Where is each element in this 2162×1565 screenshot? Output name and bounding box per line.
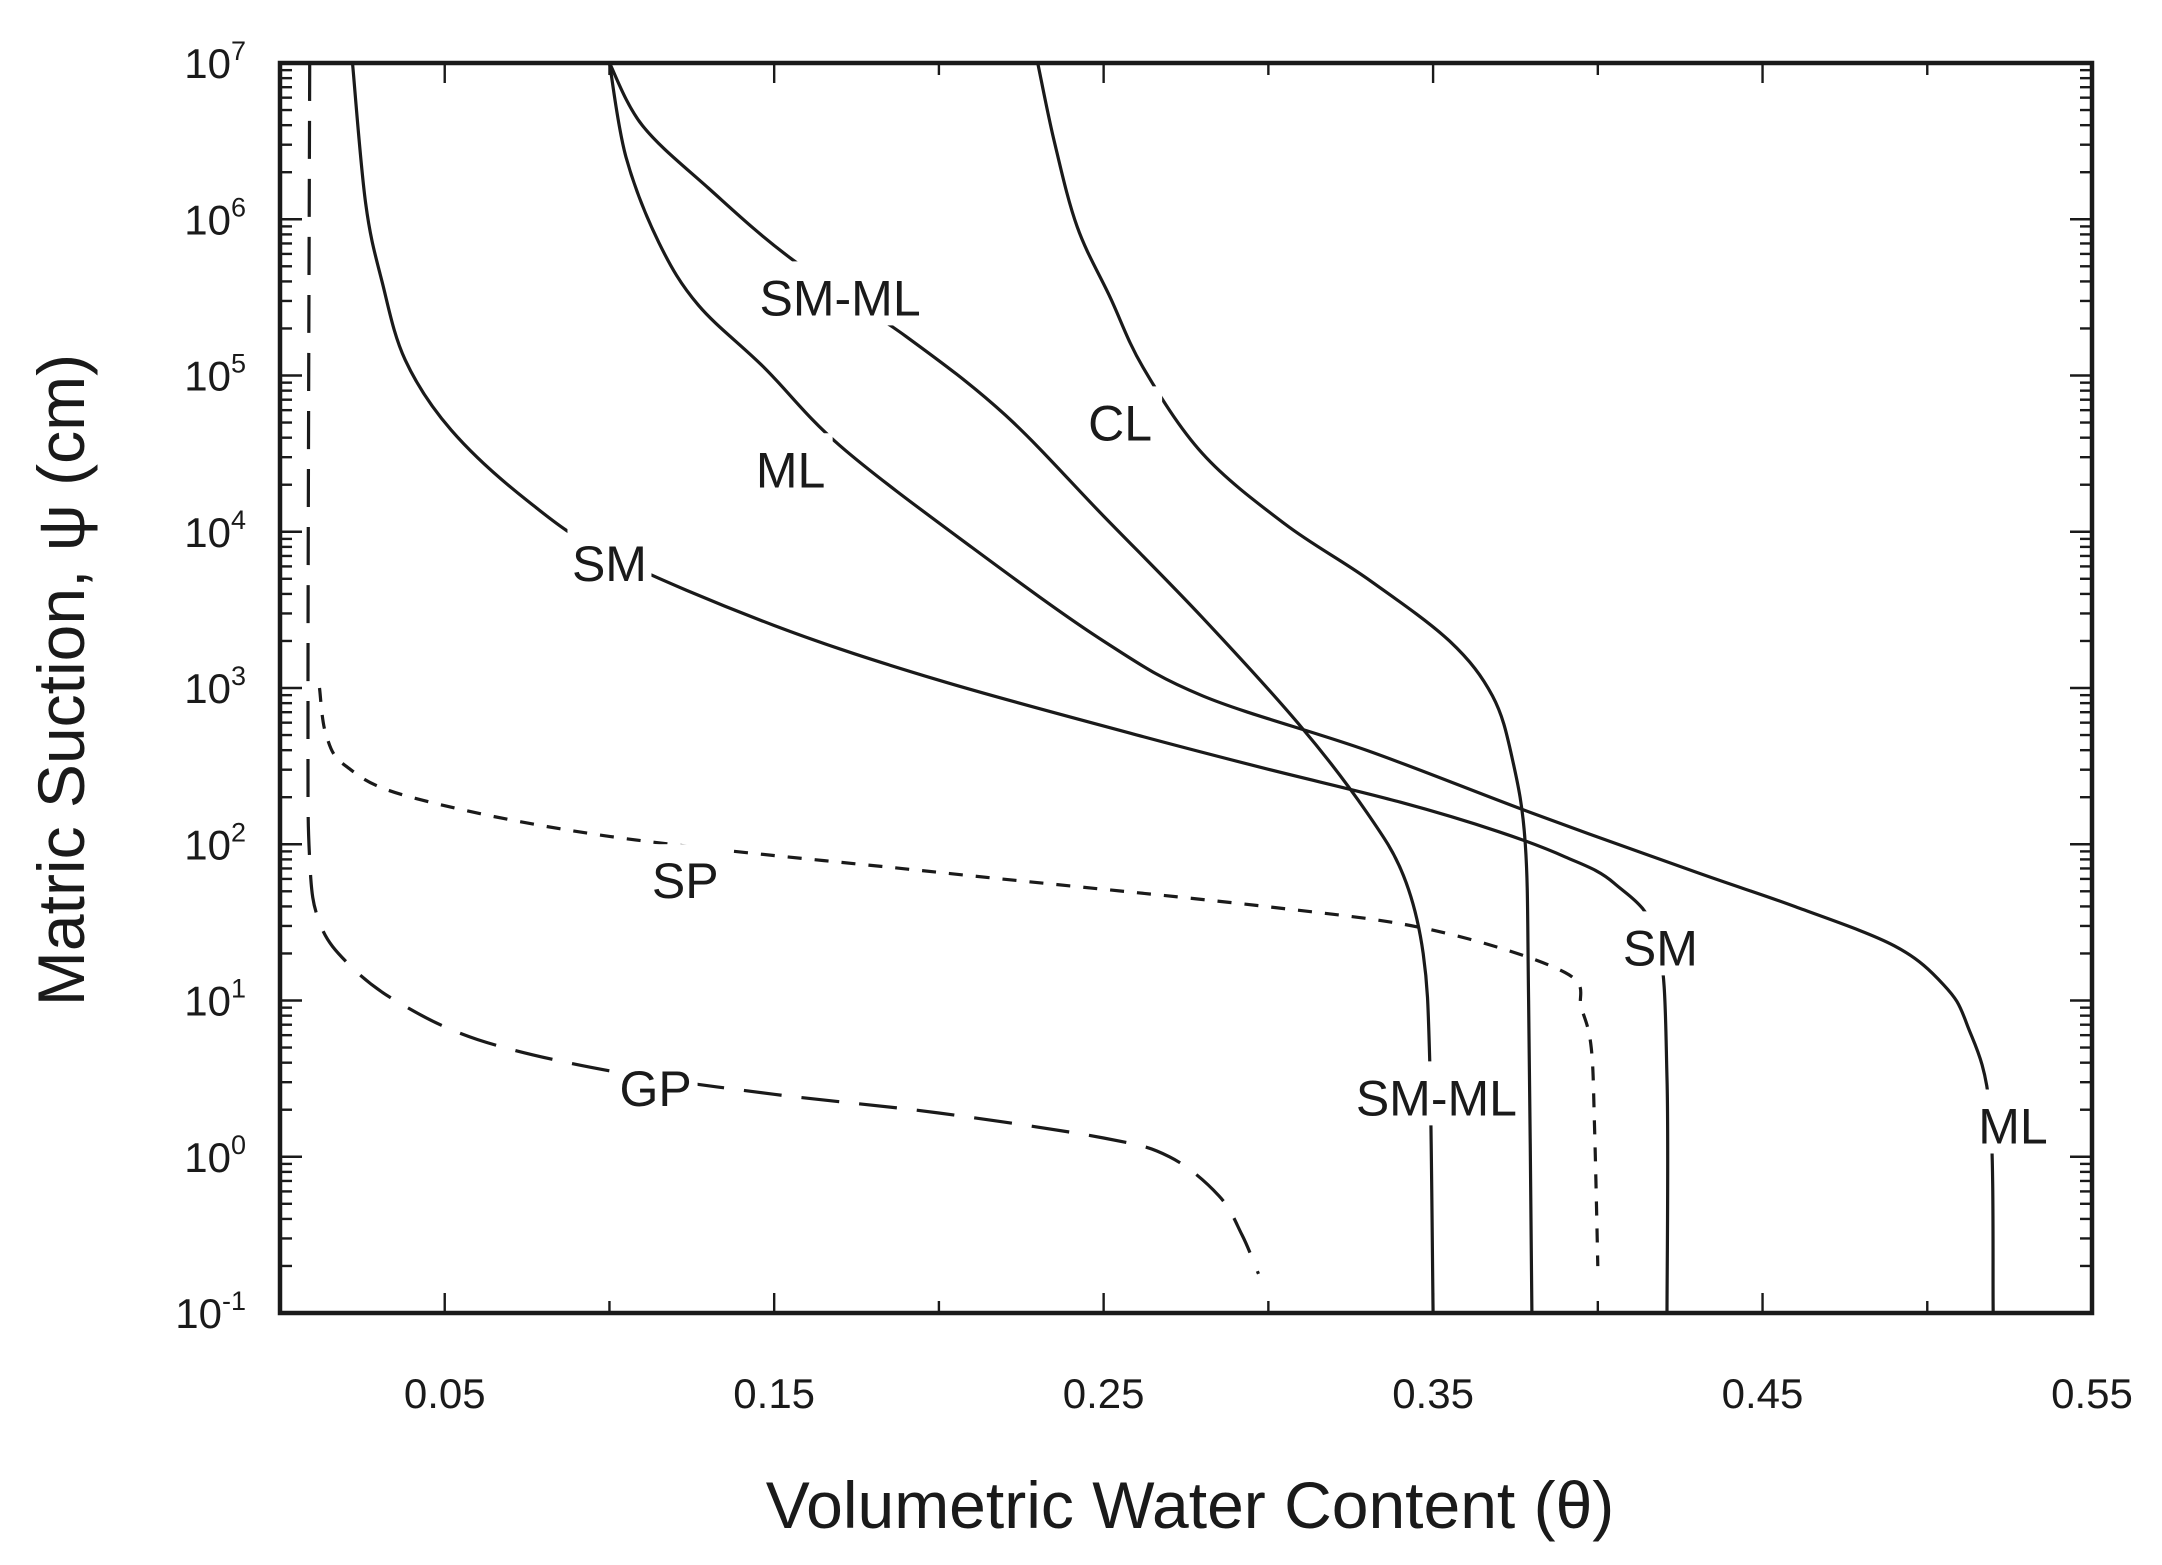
label-halo <box>1349 1061 1524 1126</box>
x-tick-labels: 0.05 0.15 0.25 0.35 0.45 0.55 <box>404 1370 2133 1417</box>
y-tick-label: 105 <box>184 349 246 400</box>
curve-label-ml: ML <box>748 433 833 498</box>
curve-gp <box>306 62 1260 1275</box>
curve-sp <box>317 687 1600 1267</box>
label-halo <box>567 527 652 591</box>
curve-label-text: ML <box>756 442 825 498</box>
label-halo <box>643 844 728 909</box>
label-halo <box>753 261 928 326</box>
y-tick-label: 107 <box>184 36 246 87</box>
y-axis-title: Matric Suction, ψ (cm) <box>24 354 98 1006</box>
y-tick-label: 102 <box>184 817 246 868</box>
x-tick-label: 0.25 <box>1063 1370 1145 1417</box>
x-tick-label: 0.35 <box>1392 1370 1474 1417</box>
y-tick-label: 104 <box>184 505 246 556</box>
label-halo <box>1078 386 1163 451</box>
curve-label-ml: ML <box>1970 1089 2055 1155</box>
curve-label-sm-ml: SM-ML <box>753 261 928 326</box>
y-tick-label: 10-1 <box>175 1286 246 1337</box>
curve-label-sm-ml: SM-ML <box>1349 1061 1524 1126</box>
curve-cl <box>1036 62 1534 1314</box>
curve-label-text: SM <box>1623 920 1698 976</box>
curve-sm <box>350 62 1670 1314</box>
y-tick-label: 106 <box>184 192 246 243</box>
curve-ml <box>607 62 1995 1314</box>
y-tick-labels: 107 106 105 104 103 102 101 100 10-1 <box>175 36 246 1337</box>
x-tick-label: 0.55 <box>2051 1370 2133 1417</box>
curve-label-sm: SM <box>567 527 652 592</box>
curve-label-text: GP <box>619 1061 691 1117</box>
label-halo <box>1970 1089 2055 1154</box>
curves <box>306 62 1995 1314</box>
x-tick-label: 0.15 <box>733 1370 815 1417</box>
y-tick-label: 100 <box>184 1130 246 1181</box>
curve-label-text: SP <box>652 853 719 909</box>
y-tick-label: 101 <box>184 974 246 1025</box>
x-tick-label: 0.05 <box>404 1370 486 1417</box>
curve-label-text: SM-ML <box>760 270 921 326</box>
curve-sm-ml <box>608 62 1435 1314</box>
curve-label-text: CL <box>1088 395 1152 451</box>
curve-labels: SM ML SM-ML CL SP GP SM SM-ML ML <box>567 261 2055 1155</box>
curve-label-sm: SM <box>1618 911 1703 976</box>
curve-label-sp: SP <box>643 844 728 909</box>
label-halo <box>613 1052 698 1116</box>
curve-label-text: ML <box>1978 1099 2047 1155</box>
curve-label-gp: GP <box>613 1052 698 1117</box>
curve-label-text: SM-ML <box>1356 1070 1517 1126</box>
curve-label-cl: CL <box>1078 386 1163 451</box>
x-axis-title: Volumetric Water Content (θ) <box>766 1468 1615 1542</box>
y-tick-label: 103 <box>184 661 246 712</box>
label-halo <box>1618 911 1703 976</box>
label-halo <box>748 433 833 498</box>
x-tick-label: 0.45 <box>1722 1370 1804 1417</box>
plot-frame <box>277 60 2095 1316</box>
curve-label-text: SM <box>572 536 647 592</box>
